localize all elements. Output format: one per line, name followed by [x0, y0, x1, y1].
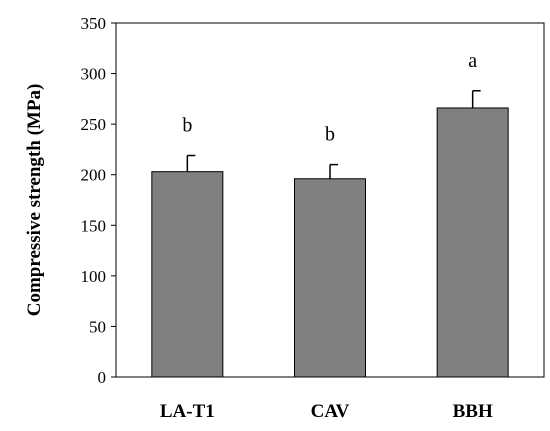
significance-labels-group: b b a: [182, 50, 477, 146]
category-label-cav: CAV: [311, 401, 350, 422]
category-label-bbh: BBH: [453, 401, 493, 422]
significance-label-la-t1: b: [182, 114, 192, 136]
y-axis-title: Compressive strength (MPa): [24, 84, 45, 317]
y-tick-label: 50: [89, 317, 106, 336]
significance-label-cav: b: [325, 124, 335, 146]
y-tick-label: 300: [81, 65, 107, 84]
bars-group: [151, 107, 509, 378]
y-tick-label: 200: [81, 166, 107, 185]
bar-la-t1: [151, 171, 224, 378]
bar-cav: [294, 178, 366, 378]
bar-bbh: [436, 107, 509, 378]
y-tick-label: 100: [81, 267, 107, 286]
y-tick-label: 250: [81, 115, 107, 134]
significance-label-bbh: a: [468, 50, 477, 72]
error-bars-group: [186, 90, 481, 179]
x-axis: LA-T1 CAV BBH: [160, 401, 493, 422]
y-tick-label: 350: [81, 14, 107, 33]
y-tick-label: 150: [81, 216, 107, 235]
category-label-la-t1: LA-T1: [160, 401, 215, 422]
y-tick-label: 0: [98, 368, 107, 387]
y-axis: 0 50 100 150 200 250 300 350: [81, 14, 116, 387]
